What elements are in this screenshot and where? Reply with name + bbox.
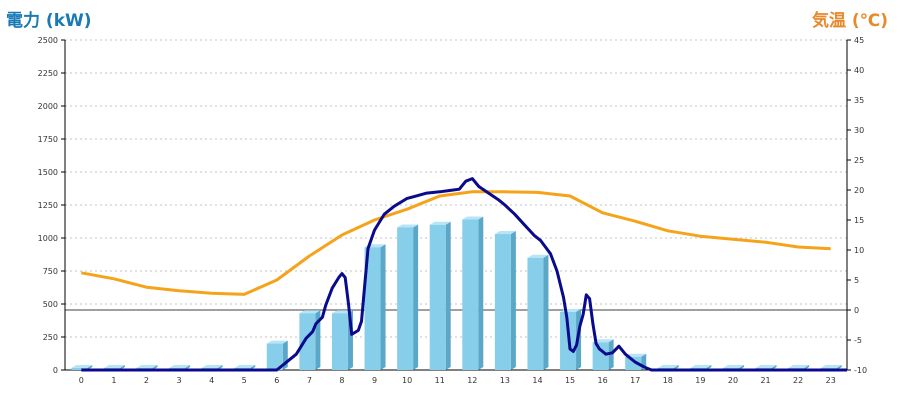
power-bar-top xyxy=(136,365,158,368)
power-bar-side xyxy=(413,224,419,370)
power-bar-side xyxy=(380,244,386,370)
right-tick-label: 10 xyxy=(854,246,864,255)
power-bar-top xyxy=(201,365,223,368)
power-bar-side xyxy=(543,254,549,370)
x-tick-label: 22 xyxy=(793,376,803,385)
left-tick-label: 0 xyxy=(53,366,58,375)
power-bar-top xyxy=(397,224,419,228)
power-bar-top xyxy=(169,365,191,368)
left-tick-label: 2000 xyxy=(38,102,58,111)
left-tick-label: 2250 xyxy=(38,69,58,78)
power-bar xyxy=(299,313,316,370)
label-layer: 02505007501000125015001750200022502500-1… xyxy=(38,36,867,385)
bar-layer xyxy=(71,216,842,370)
right-tick-label: 25 xyxy=(854,156,864,165)
x-tick-label: 3 xyxy=(176,376,181,385)
x-tick-label: 6 xyxy=(274,376,279,385)
power-bar xyxy=(397,227,414,370)
x-tick-label: 13 xyxy=(500,376,510,385)
power-bar xyxy=(494,234,511,370)
line-layer xyxy=(81,177,847,372)
x-tick-label: 20 xyxy=(728,376,738,385)
x-tick-label: 21 xyxy=(760,376,770,385)
x-tick-label: 8 xyxy=(339,376,344,385)
power-bar-top xyxy=(494,231,516,235)
x-tick-label: 11 xyxy=(435,376,445,385)
x-tick-label: 2 xyxy=(144,376,149,385)
power-bar-top xyxy=(103,365,125,368)
x-tick-label: 1 xyxy=(111,376,116,385)
power-bar xyxy=(429,224,446,370)
power-bar-top xyxy=(527,254,549,258)
temperature-line xyxy=(81,190,831,296)
x-tick-label: 0 xyxy=(79,376,84,385)
power-line xyxy=(81,177,847,372)
left-tick-label: 750 xyxy=(43,267,58,276)
x-tick-label: 5 xyxy=(242,376,247,385)
right-tick-label: 0 xyxy=(854,306,859,315)
left-tick-label: 1750 xyxy=(38,135,58,144)
power-bar-top xyxy=(462,216,484,220)
x-tick-label: 15 xyxy=(565,376,575,385)
power-bar-side xyxy=(608,339,614,370)
x-tick-label: 9 xyxy=(372,376,377,385)
x-tick-label: 14 xyxy=(532,376,542,385)
x-tick-label: 12 xyxy=(467,376,477,385)
x-tick-label: 23 xyxy=(826,376,836,385)
x-tick-label: 16 xyxy=(598,376,608,385)
right-tick-label: 40 xyxy=(854,66,864,75)
right-tick-label: -5 xyxy=(854,336,862,345)
power-bar xyxy=(266,343,283,370)
right-axis-title: 気温 (℃) xyxy=(811,11,888,31)
x-tick-label: 10 xyxy=(402,376,412,385)
left-tick-label: 500 xyxy=(43,300,58,309)
right-tick-label: 45 xyxy=(854,36,864,45)
left-tick-label: 1500 xyxy=(38,168,58,177)
power-bar-side xyxy=(445,221,451,370)
right-tick-label: -10 xyxy=(854,366,867,375)
power-bar-side xyxy=(478,216,484,370)
power-bar-top xyxy=(266,340,288,344)
power-bar-top xyxy=(592,339,614,343)
x-tick-label: 4 xyxy=(209,376,214,385)
left-tick-label: 2500 xyxy=(38,36,58,45)
right-tick-label: 5 xyxy=(854,276,859,285)
x-tick-label: 18 xyxy=(663,376,673,385)
right-tick-label: 30 xyxy=(854,126,864,135)
left-tick-label: 1000 xyxy=(38,234,58,243)
power-bar-top xyxy=(331,310,353,314)
power-bar-top xyxy=(690,365,712,368)
right-tick-label: 15 xyxy=(854,216,864,225)
power-bar-top xyxy=(429,221,451,225)
x-tick-label: 19 xyxy=(695,376,705,385)
left-tick-label: 250 xyxy=(43,333,58,342)
power-bar xyxy=(527,257,544,370)
power-bar-top xyxy=(234,365,256,368)
power-bar xyxy=(364,247,381,370)
power-bar-top xyxy=(820,365,842,368)
power-bar-top xyxy=(299,310,321,314)
x-tick-label: 7 xyxy=(307,376,312,385)
x-tick-label: 17 xyxy=(630,376,640,385)
left-axis-title: 電力 (kW) xyxy=(6,11,92,31)
power-bar xyxy=(71,368,88,370)
power-bar-top xyxy=(722,365,744,368)
power-bar xyxy=(331,313,348,370)
power-bar-top xyxy=(657,365,679,368)
right-tick-label: 35 xyxy=(854,96,864,105)
power-bar-top xyxy=(755,365,777,368)
power-bar-top xyxy=(625,353,647,357)
power-bar-top xyxy=(788,365,810,368)
power-bar-top xyxy=(71,365,93,368)
power-bar xyxy=(625,356,642,370)
power-bar xyxy=(592,342,609,370)
right-tick-label: 20 xyxy=(854,186,864,195)
power-bar-side xyxy=(510,231,516,370)
power-bar xyxy=(462,219,479,370)
left-tick-label: 1250 xyxy=(38,201,58,210)
grid-layer xyxy=(65,39,847,338)
